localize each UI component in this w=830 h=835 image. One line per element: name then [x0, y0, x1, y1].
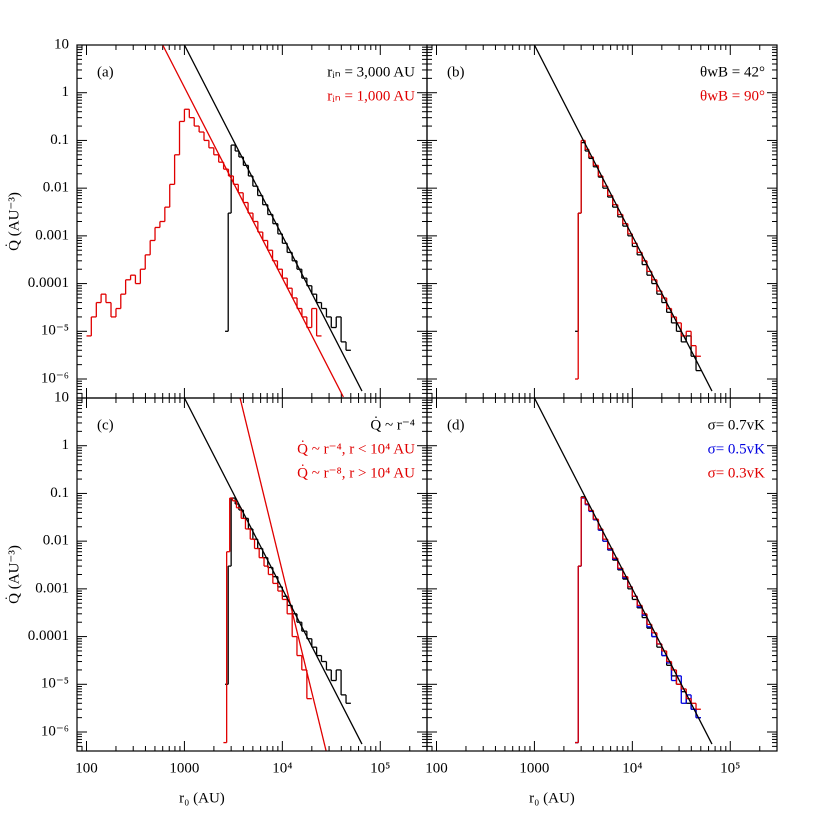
y-tick-label: 1: [62, 84, 70, 100]
panel-label: (c): [97, 417, 114, 433]
y-tick-label: 10⁻⁵: [41, 323, 69, 339]
x-tick-label: 10⁵: [720, 760, 740, 776]
power-law-line: [239, 398, 327, 751]
plot-area: [533, 398, 713, 745]
plot-area: [86, 45, 363, 398]
power-law-line: [183, 45, 363, 392]
plot-area: [533, 45, 713, 392]
y-tick-label: 0.0001: [28, 628, 69, 644]
y-tick-label: 0.01: [43, 533, 69, 549]
x-tick-label: 10⁴: [272, 760, 292, 776]
x-tick-label: 10⁵: [370, 760, 390, 776]
frame: [426, 397, 778, 752]
panel-label: (a): [97, 64, 114, 80]
x-tick-label: 100: [425, 760, 448, 776]
y-tick-label: 0.01: [43, 180, 69, 196]
x-axis-label: r₀ (AU): [529, 790, 575, 806]
legend-entry: σ= 0.5vK: [708, 441, 766, 457]
legend-entry: θwB = 42°: [700, 64, 765, 80]
panel-label: (d): [447, 417, 465, 433]
y-tick-label: 10: [54, 389, 69, 405]
y-tick-label: 0.001: [35, 227, 69, 243]
panel: 100 1000 10⁴ 10⁵ 10 1 0.1 0.01 0.001 0.0001 10⁻⁵ 10…: [6, 389, 428, 806]
y-tick-label: 0.0001: [28, 275, 69, 291]
legend-entry: σ= 0.7vK: [708, 417, 766, 433]
y-tick-label: 10⁻⁶: [41, 723, 69, 739]
y-tick-label: 10⁻⁵: [41, 676, 69, 692]
legend-entry: θwB = 90°: [700, 88, 765, 104]
panel: 100 1000 10⁴ 10⁵ σ= 0.7vK σ= 0.5vK σ= 0.3vK (d)…: [425, 397, 778, 806]
y-tick-label: 10⁻⁶: [41, 370, 69, 386]
power-law-line: [183, 398, 363, 745]
y-tick-label: 10: [54, 36, 69, 52]
legend-entry: Q̇ ~ r⁻⁴, r < 10⁴ AU: [297, 441, 415, 458]
x-tick-label: 1000: [169, 760, 199, 776]
x-tick-label: 100: [75, 760, 98, 776]
power-law-line: [533, 398, 713, 745]
y-tick-label: 0.1: [50, 485, 69, 501]
y-tick-label: 1: [62, 437, 70, 453]
y-axis-label: Q̇ (AU⁻³): [6, 192, 23, 251]
plot-area: [183, 398, 363, 751]
x-axis-label: r₀ (AU): [179, 790, 225, 806]
y-tick-label: 0.1: [50, 132, 69, 148]
y-tick-label: 0.001: [35, 580, 69, 596]
power-law-line: [162, 45, 344, 398]
power-law-line: [533, 45, 713, 392]
legend-entry: rᵢₙ = 3,000 AU: [327, 64, 415, 80]
legend-entry: Q̇ ~ r⁻⁴: [370, 417, 415, 434]
x-tick-label: 10⁴: [622, 760, 642, 776]
panel-label: (b): [447, 64, 465, 80]
x-tick-label: 1000: [519, 760, 549, 776]
legend-entry: rᵢₙ = 1,000 AU: [327, 88, 415, 104]
y-axis-label: Q̇ (AU⁻³): [6, 545, 23, 604]
legend-entry: σ= 0.3vK: [708, 465, 766, 481]
panel: 10 1 0.1 0.01 0.001 0.0001 10⁻⁵ 10⁻⁶ rᵢₙ = 3,000…: [6, 36, 428, 399]
legend-entry: Q̇ ~ r⁻⁸, r > 10⁴ AU: [297, 465, 415, 482]
